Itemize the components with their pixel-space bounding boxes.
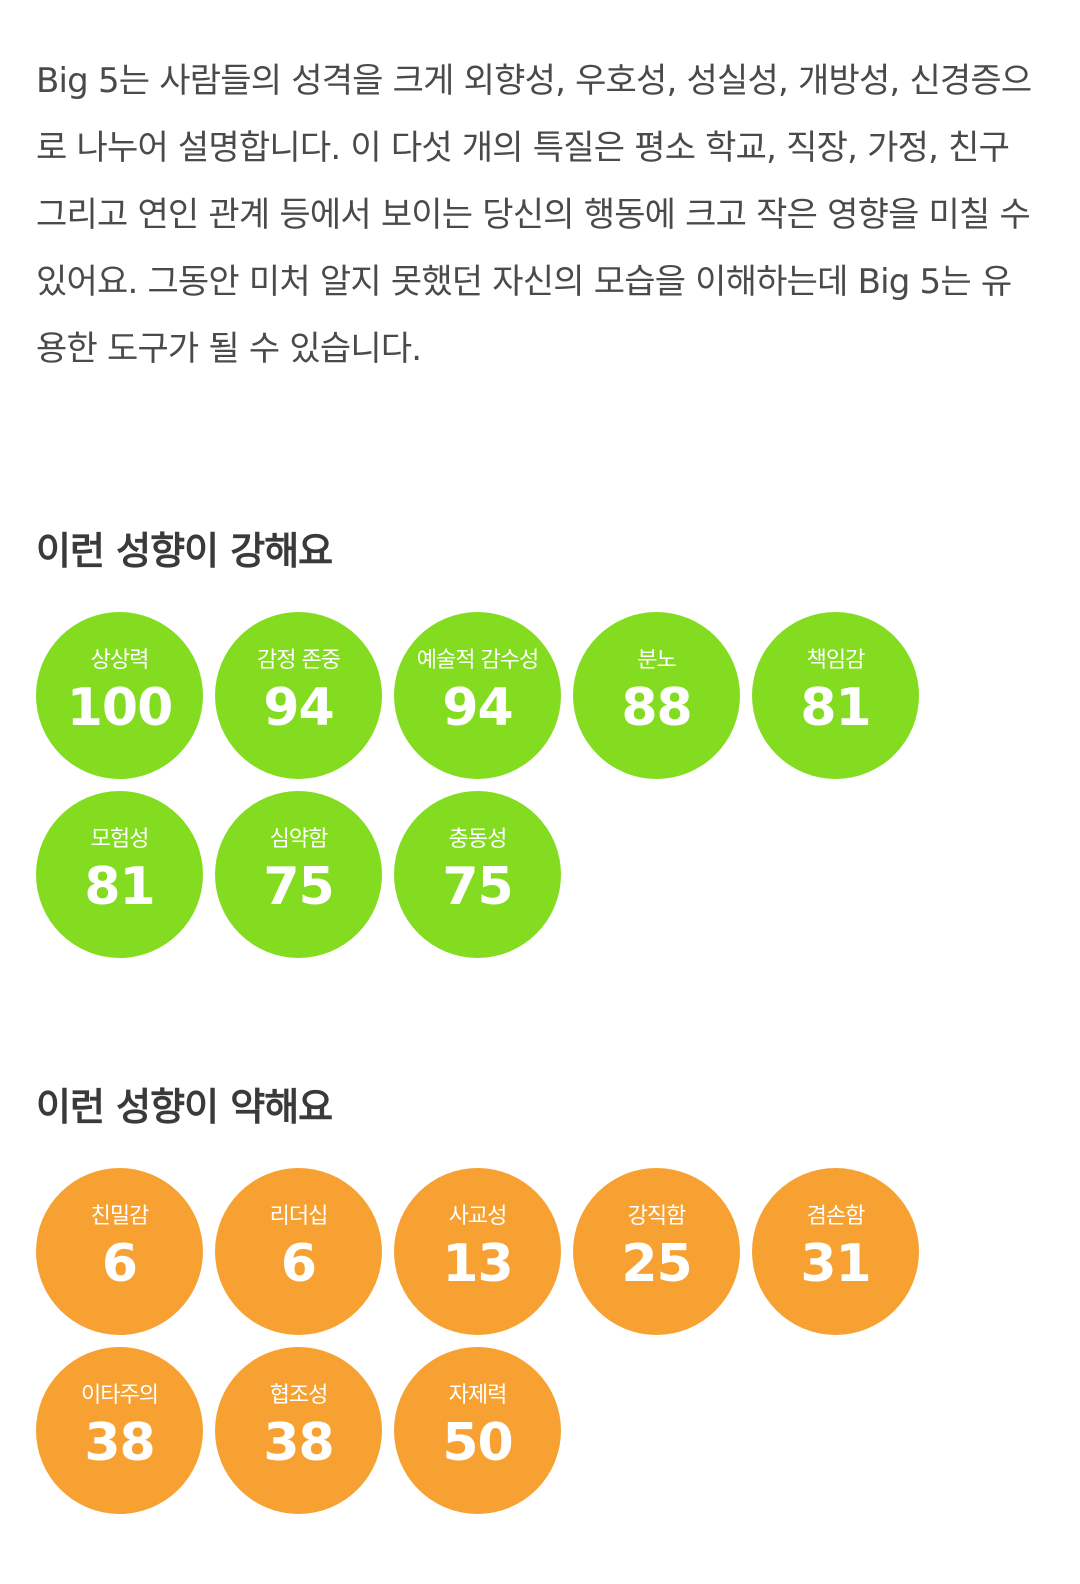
trait-score: 6 [280, 1233, 317, 1294]
trait-score: 38 [263, 1412, 334, 1473]
trait-circle-cooperation[interactable]: 협조성 38 [215, 1347, 382, 1514]
trait-label: 충동성 [448, 826, 508, 852]
trait-score: 13 [442, 1233, 513, 1294]
trait-circle-morality[interactable]: 강직함 25 [573, 1168, 740, 1335]
trait-circle-immoderation[interactable]: 충동성 75 [394, 791, 561, 958]
trait-label: 책임감 [806, 647, 866, 673]
trait-score: 88 [621, 677, 692, 738]
trait-circle-modesty[interactable]: 겸손함 31 [752, 1168, 919, 1335]
trait-circle-vulnerability[interactable]: 심약함 75 [215, 791, 382, 958]
trait-label: 친밀감 [90, 1203, 150, 1229]
trait-label: 모험성 [90, 826, 150, 852]
trait-circle-friendliness[interactable]: 친밀감 6 [36, 1168, 203, 1335]
trait-circle-gregariousness[interactable]: 사교성 13 [394, 1168, 561, 1335]
intro-text: Big 5는 사람들의 성격을 크게 외향성, 우호성, 성실성, 개방성, 신… [36, 61, 1032, 369]
trait-label: 분노 [637, 647, 676, 673]
trait-score: 75 [442, 856, 513, 917]
trait-score: 31 [800, 1233, 871, 1294]
trait-label: 겸손함 [806, 1203, 866, 1229]
trait-score: 81 [84, 856, 155, 917]
trait-circle-imagination[interactable]: 상상력 100 [36, 612, 203, 779]
trait-score: 50 [442, 1412, 513, 1473]
trait-circle-self-discipline[interactable]: 자제력 50 [394, 1347, 561, 1514]
trait-circle-emotionality[interactable]: 감정 존중 94 [215, 612, 382, 779]
trait-label: 강직함 [627, 1203, 687, 1229]
trait-circle-dutifulness[interactable]: 책임감 81 [752, 612, 919, 779]
weak-traits-title: 이런 성향이 약해요 [36, 1085, 333, 1129]
trait-circle-assertiveness[interactable]: 리더십 6 [215, 1168, 382, 1335]
trait-score: 94 [263, 677, 334, 738]
trait-score: 38 [84, 1412, 155, 1473]
trait-circle-adventurousness[interactable]: 모험성 81 [36, 791, 203, 958]
weak-traits-grid: 친밀감 6 리더십 6 사교성 13 강직함 25 겸손함 31 이타주의 38… [36, 1168, 936, 1514]
trait-circle-altruism[interactable]: 이타주의 38 [36, 1347, 203, 1514]
trait-label: 자제력 [448, 1382, 508, 1408]
strong-traits-grid: 상상력 100 감정 존중 94 예술적 감수성 94 분노 88 책임감 81… [36, 612, 936, 958]
trait-label: 심약함 [269, 826, 329, 852]
trait-label: 상상력 [90, 647, 150, 673]
trait-label: 협조성 [269, 1382, 329, 1408]
trait-score: 81 [800, 677, 871, 738]
trait-score: 75 [263, 856, 334, 917]
trait-label: 리더십 [269, 1203, 329, 1229]
trait-label: 사교성 [448, 1203, 508, 1229]
trait-label: 이타주의 [81, 1382, 159, 1408]
trait-label: 감정 존중 [257, 647, 341, 673]
trait-circle-anger[interactable]: 분노 88 [573, 612, 740, 779]
trait-score: 94 [442, 677, 513, 738]
strong-traits-title: 이런 성향이 강해요 [36, 529, 333, 573]
trait-circle-artistic-interests[interactable]: 예술적 감수성 94 [394, 612, 561, 779]
trait-score: 100 [66, 677, 174, 738]
trait-score: 25 [621, 1233, 692, 1294]
trait-label: 예술적 감수성 [416, 647, 539, 673]
trait-score: 6 [101, 1233, 138, 1294]
